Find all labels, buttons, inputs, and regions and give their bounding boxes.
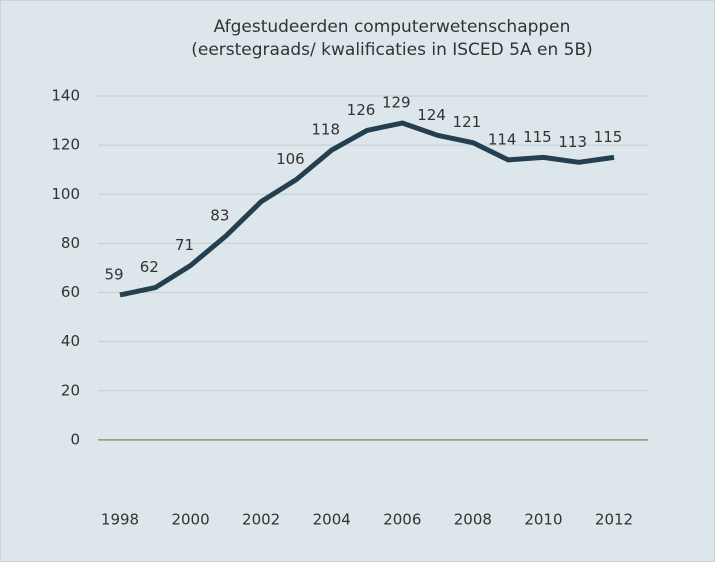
data-label: 121: [453, 113, 482, 131]
y-tick-label: 20: [61, 381, 80, 399]
y-tick-label: 140: [51, 87, 80, 105]
data-label: 113: [558, 133, 587, 151]
data-label: 62: [140, 258, 159, 276]
data-label: 129: [382, 94, 411, 112]
x-tick-label: 1998: [101, 511, 139, 529]
x-tick-label: 2006: [383, 511, 421, 529]
data-label: 126: [347, 101, 376, 119]
chart-title: Afgestudeerden computerwetenschappen: [214, 17, 571, 37]
data-label: 83: [210, 207, 229, 225]
data-label: 114: [488, 130, 517, 148]
data-label: 115: [523, 128, 552, 146]
data-label: 59: [104, 265, 123, 283]
x-tick-label: 2010: [524, 511, 562, 529]
x-tick-label: 2008: [454, 511, 492, 529]
y-tick-label: 60: [61, 283, 80, 301]
y-tick-label: 0: [70, 430, 80, 448]
y-tick-label: 100: [51, 185, 80, 203]
data-label: 124: [417, 106, 446, 124]
data-label: 118: [311, 121, 340, 139]
chart-subtitle: (eerstegraads/ kwalificaties in ISCED 5A…: [191, 40, 593, 60]
y-tick-label: 120: [51, 136, 80, 154]
y-tick-label: 80: [61, 234, 80, 252]
data-label: 71: [175, 236, 194, 254]
x-tick-label: 2012: [595, 511, 633, 529]
data-line: [119, 120, 615, 298]
y-tick-label: 40: [61, 332, 80, 350]
x-tick-label: 2004: [313, 511, 351, 529]
x-tick-label: 2000: [171, 511, 209, 529]
x-tick-label: 2002: [242, 511, 280, 529]
data-label: 106: [276, 150, 305, 168]
data-label: 115: [594, 128, 623, 146]
